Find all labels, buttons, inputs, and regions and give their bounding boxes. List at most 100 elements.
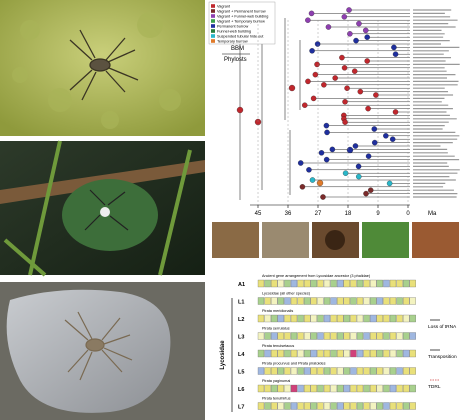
legend-label: Vagrant + Temporary burrow	[217, 20, 265, 24]
gene-box	[343, 332, 350, 340]
node	[325, 24, 332, 30]
legend-swatch	[211, 19, 215, 23]
gene-box	[271, 314, 278, 323]
row-caption: Ancient gene arrangement from Lycosidae …	[262, 274, 371, 278]
gene-box	[310, 314, 317, 323]
gene-box	[350, 314, 357, 323]
gene-box	[271, 297, 278, 305]
gene-box	[317, 297, 324, 305]
gene-box	[317, 332, 324, 340]
gene-box	[297, 367, 304, 375]
gene-box	[330, 367, 337, 375]
gene-box	[396, 314, 403, 323]
gene-box	[310, 384, 317, 393]
gene-box	[343, 384, 350, 393]
gene-box	[277, 314, 284, 323]
gene-box	[264, 332, 271, 340]
gene-box	[337, 279, 344, 288]
key-label: TDRL	[428, 384, 441, 390]
gene-box	[343, 349, 350, 358]
gene-box	[350, 402, 357, 410]
node	[342, 119, 348, 125]
node	[392, 109, 399, 115]
node	[371, 139, 378, 146]
row-id: L3	[238, 335, 244, 341]
node	[306, 167, 312, 173]
gene-box	[409, 349, 416, 358]
node	[309, 177, 316, 183]
gene-box	[284, 314, 291, 323]
gene-box	[330, 279, 337, 288]
group-label: Lycosidae	[220, 340, 226, 370]
gene-box	[337, 349, 344, 358]
node	[302, 102, 308, 108]
row-id: A1	[238, 282, 245, 288]
gene-box	[409, 367, 416, 375]
gene-box	[304, 279, 311, 288]
gene-box	[356, 349, 364, 358]
gene-box	[323, 314, 331, 323]
gene-box	[383, 367, 390, 375]
gene-box	[304, 297, 311, 305]
gene-box	[310, 297, 317, 305]
gene-box	[257, 279, 265, 288]
legend-swatch	[211, 4, 215, 8]
gene-box	[403, 332, 410, 340]
gene-box	[363, 332, 370, 340]
node	[356, 20, 362, 27]
gene-box	[337, 367, 344, 375]
gene-box	[290, 332, 298, 340]
gene-box	[323, 349, 331, 358]
gene-box	[337, 402, 344, 410]
gene-box	[396, 402, 403, 410]
gene-box	[350, 332, 357, 340]
gene-box	[271, 402, 278, 410]
gene-box	[383, 314, 390, 323]
gene-box	[264, 297, 271, 305]
node	[309, 48, 315, 54]
gene-box	[284, 349, 291, 358]
gene-box	[277, 367, 284, 375]
gene-box	[297, 402, 304, 410]
gene-box	[310, 279, 317, 288]
gene-box	[304, 384, 311, 393]
gene-box	[403, 314, 410, 323]
node	[365, 153, 372, 159]
legend-label: Funnel-web building	[217, 30, 251, 34]
gene-box	[284, 279, 291, 288]
row-caption: Pirata tenuihirtus	[262, 397, 291, 401]
node	[351, 68, 358, 74]
gene-box	[343, 314, 350, 323]
gene-box	[389, 279, 397, 288]
row-id: L7	[238, 405, 244, 411]
gene-box	[304, 349, 311, 358]
legend-box	[208, 1, 276, 45]
row-caption: Pirata tenuisetacus	[262, 344, 294, 348]
gene-box	[271, 279, 278, 288]
gene-box	[396, 367, 403, 375]
node	[357, 88, 364, 95]
gene-box	[310, 349, 317, 358]
node	[320, 194, 326, 200]
node	[389, 136, 396, 142]
row-caption: Pirata meridionalis	[262, 309, 293, 313]
legend-label: Vagrant + Permanent burrow	[217, 10, 266, 14]
gene-box	[363, 279, 370, 288]
gene-box	[337, 297, 344, 305]
gene-box	[350, 367, 357, 375]
gene-box	[363, 384, 370, 393]
legend-swatch	[211, 34, 215, 38]
gene-box	[363, 349, 370, 358]
gene-box	[370, 297, 377, 305]
gene-box	[330, 349, 337, 358]
gene-box	[271, 332, 278, 340]
gene-box	[396, 279, 403, 288]
gene-box	[396, 349, 403, 358]
gene-box	[323, 402, 331, 410]
gene-box	[284, 297, 291, 305]
node	[342, 170, 349, 176]
node	[332, 75, 338, 81]
gene-box	[317, 279, 324, 288]
gene-box	[403, 367, 410, 375]
